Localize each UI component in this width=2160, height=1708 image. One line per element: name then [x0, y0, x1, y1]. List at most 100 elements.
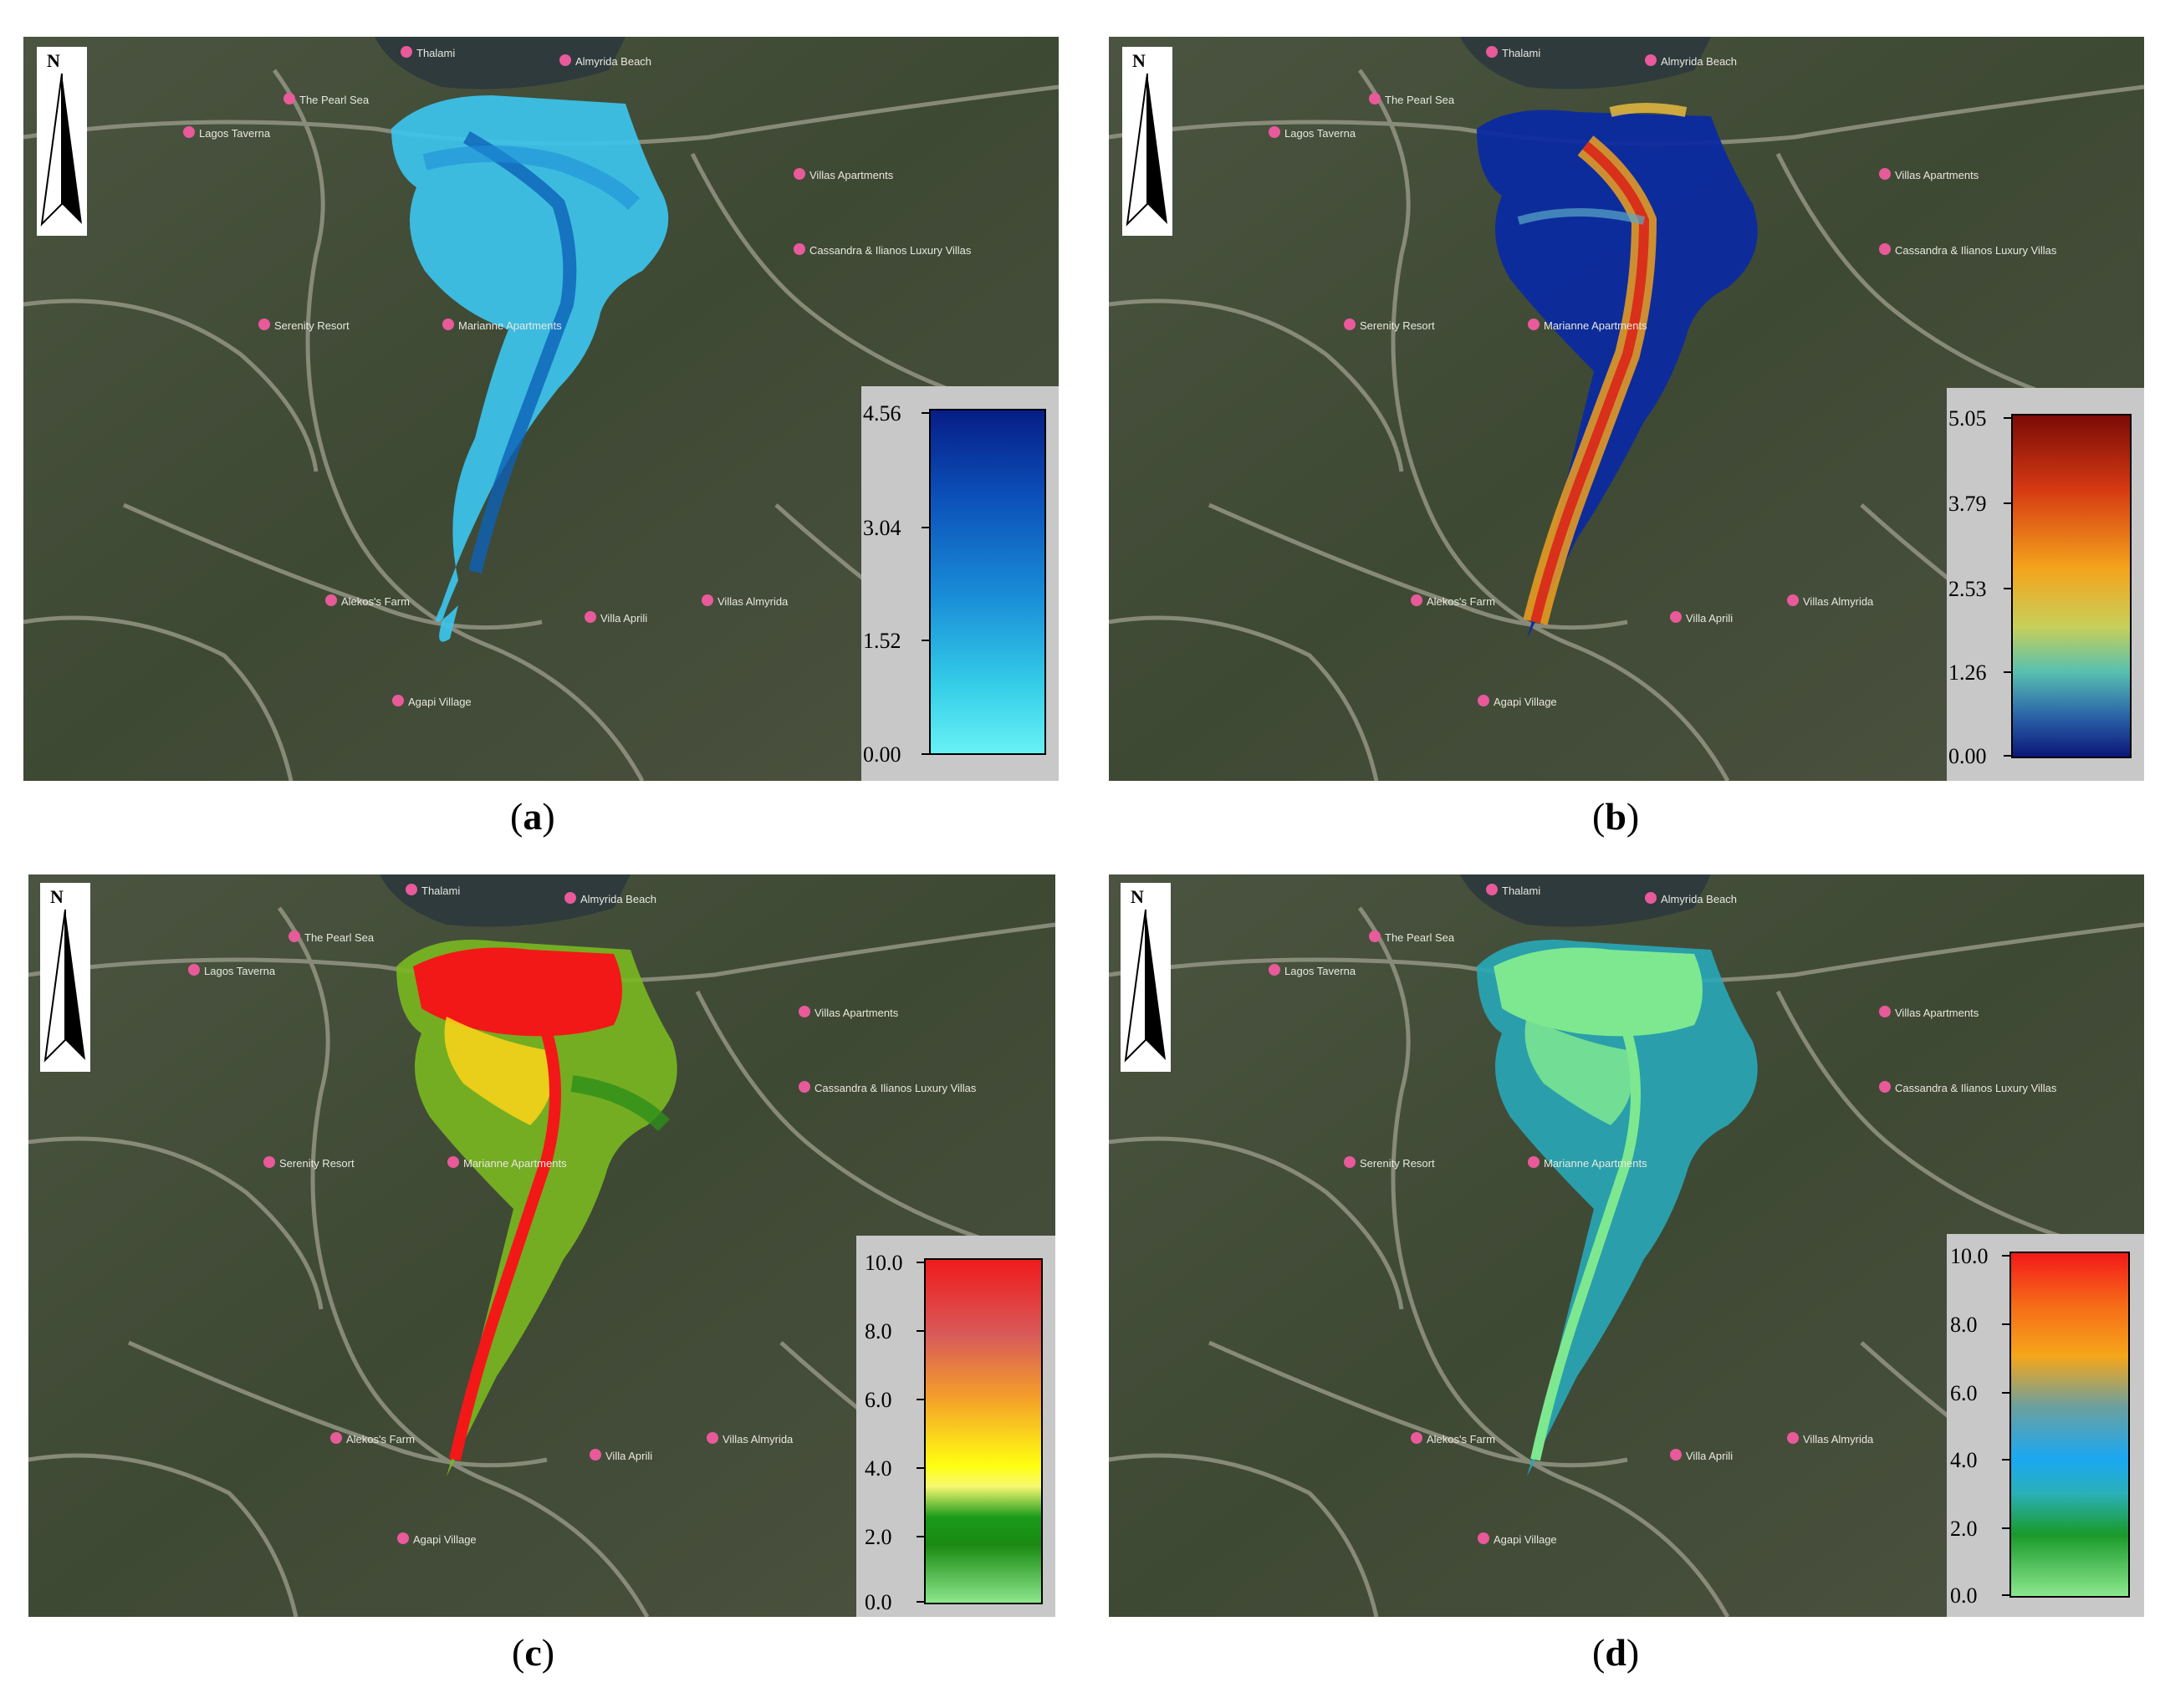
- place-name: Agapi Village: [1494, 1533, 1557, 1546]
- place-pin-icon: [1787, 594, 1799, 606]
- place-pin-icon: [799, 1006, 810, 1017]
- legend-tick: 1.52: [863, 629, 901, 653]
- map-place-label: Lagos Taverna: [183, 126, 271, 140]
- place-name: Villas Apartments: [809, 169, 894, 181]
- place-name: Villa Aprili: [605, 1450, 652, 1462]
- map-place-label: Villas Almyrida: [702, 594, 789, 608]
- map-place-label: Marianne Apartments: [1528, 319, 1647, 332]
- map-place-label: Almyrida Beach: [559, 54, 651, 68]
- map-place-label: Alekos's Farm: [325, 594, 410, 608]
- svg-text:N: N: [47, 50, 60, 71]
- place-pin-icon: [794, 243, 805, 255]
- place-name: Cassandra & Ilianos Luxury Villas: [1895, 244, 2057, 257]
- legend-tick-max: 10.0: [1950, 1244, 1989, 1268]
- legend-tick-max: 4.56: [863, 401, 901, 426]
- legend-tick: 2.0: [1950, 1517, 1978, 1541]
- map-d: Thalami The Pearl Sea Lagos Taverna Mariann…: [1109, 874, 2144, 1617]
- place-pin-icon: [188, 964, 200, 976]
- place-pin-icon: [1369, 93, 1381, 105]
- place-name: Almyrida Beach: [575, 55, 651, 68]
- place-pin-icon: [1486, 46, 1498, 58]
- map-place-label: Agapi Village: [397, 1532, 477, 1546]
- place-pin-icon: [325, 594, 337, 606]
- place-name: Almyrida Beach: [1661, 55, 1737, 68]
- place-pin-icon: [1269, 964, 1280, 976]
- legend-tick-min: 0.00: [863, 742, 901, 767]
- place-pin-icon: [1344, 319, 1356, 330]
- place-pin-icon: [1478, 1532, 1489, 1544]
- north-arrow: N: [40, 883, 90, 1072]
- legend-tick: 4.0: [1950, 1448, 1978, 1472]
- north-arrow: N: [37, 47, 87, 236]
- map-place-label: Thalami: [1486, 46, 1540, 59]
- place-pin-icon: [1879, 243, 1891, 255]
- place-name: Marianne Apartments: [1544, 1157, 1647, 1170]
- sea-area: [380, 874, 631, 927]
- legend-tick-min: 0.0: [865, 1590, 892, 1614]
- place-pin-icon: [1344, 1156, 1356, 1168]
- legend-tick: 4.0: [865, 1456, 892, 1481]
- place-pin-icon: [564, 892, 576, 904]
- caption-a: (a): [510, 795, 555, 838]
- legend-tick: 6.0: [865, 1388, 892, 1412]
- place-pin-icon: [1411, 594, 1422, 606]
- place-pin-icon: [1478, 695, 1489, 706]
- legend-tick: 6.0: [1950, 1381, 1978, 1405]
- map-place-label: Thalami: [401, 46, 455, 59]
- place-name: Serenity Resort: [279, 1157, 355, 1170]
- map-place-label: Almyrida Beach: [564, 892, 656, 905]
- place-pin-icon: [799, 1081, 810, 1093]
- sea-area: [1460, 874, 1711, 927]
- legend-tick-min: 0.00: [1948, 744, 1987, 768]
- map-place-label: Lagos Taverna: [1269, 126, 1356, 140]
- place-name: Alekos's Farm: [346, 1433, 415, 1445]
- legend-tick: 8.0: [1950, 1313, 1978, 1337]
- caption-b: (b): [1592, 795, 1640, 838]
- map-place-label: Serenity Resort: [1344, 1156, 1435, 1170]
- map-place-label: Villas Apartments: [794, 168, 894, 181]
- place-name: Alekos's Farm: [1427, 595, 1495, 608]
- panel-d: Thalami The Pearl Sea Lagos Taverna Mariann…: [1109, 874, 2160, 1619]
- map-place-label: Almyrida Beach: [1645, 54, 1737, 68]
- place-name: Thalami: [1502, 47, 1540, 59]
- place-pin-icon: [183, 126, 195, 138]
- map-place-label: Villa Aprili: [1670, 611, 1733, 625]
- map-place-label: The Pearl Sea: [289, 930, 375, 944]
- place-pin-icon: [1369, 930, 1381, 942]
- map-place-label: Villas Almyrida: [707, 1432, 794, 1445]
- velocity-overlay: [1477, 103, 1758, 639]
- risk-overlay: [1477, 940, 1758, 1476]
- map-place-label: Villas Almyrida: [1787, 594, 1874, 608]
- place-pin-icon: [1670, 611, 1682, 623]
- place-pin-icon: [1879, 168, 1891, 180]
- caption-c: (c): [512, 1631, 555, 1674]
- legend-tick: 8.0: [865, 1319, 892, 1343]
- map-place-label: Villa Aprili: [585, 611, 647, 625]
- legend-tick-min: 0.0: [1950, 1583, 1978, 1608]
- place-name: Almyrida Beach: [1661, 893, 1737, 905]
- map-place-label: Agapi Village: [392, 695, 472, 708]
- map-place-label: The Pearl Sea: [1369, 93, 1455, 106]
- place-name: Villas Almyrida: [717, 595, 789, 608]
- place-name: The Pearl Sea: [1385, 931, 1455, 944]
- svg-text:N: N: [50, 886, 64, 907]
- place-pin-icon: [1879, 1081, 1891, 1093]
- place-name: Lagos Taverna: [1284, 965, 1356, 977]
- place-pin-icon: [289, 930, 300, 942]
- map-place-label: Cassandra & Ilianos Luxury Villas: [1879, 243, 2057, 257]
- map-place-label: Serenity Resort: [258, 319, 350, 332]
- place-name: Villas Apartments: [814, 1007, 899, 1019]
- place-name: Lagos Taverna: [204, 965, 276, 977]
- legend-tick: 2.53: [1948, 577, 1987, 601]
- panel-a: Thalami The Pearl Sea Lagos Taverna Mariann…: [23, 37, 1077, 781]
- place-name: Thalami: [416, 47, 455, 59]
- place-name: The Pearl Sea: [299, 94, 370, 106]
- place-name: Villas Almyrida: [723, 1433, 794, 1445]
- north-arrow: N: [1122, 47, 1172, 236]
- place-pin-icon: [707, 1432, 718, 1444]
- map-c: Thalami The Pearl Sea Lagos Taverna Mariann…: [28, 874, 1055, 1617]
- place-name: Marianne Apartments: [463, 1157, 567, 1170]
- map-place-label: Alekos's Farm: [330, 1432, 415, 1445]
- legend-tick: 1.26: [1948, 660, 1987, 685]
- place-name: Agapi Village: [413, 1533, 477, 1546]
